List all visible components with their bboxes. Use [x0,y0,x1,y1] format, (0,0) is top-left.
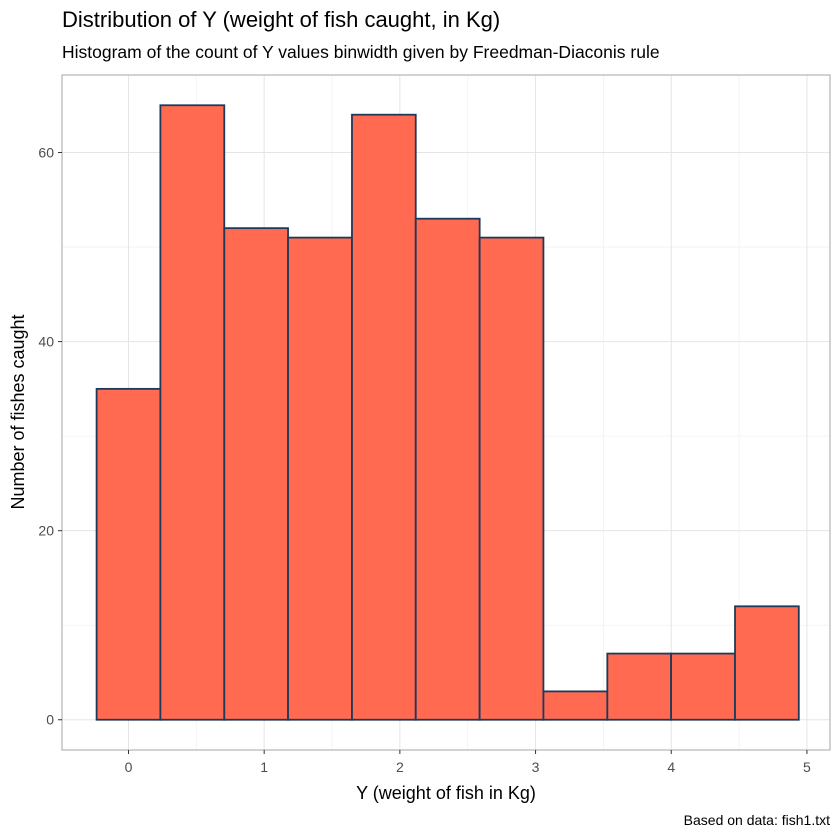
chart-title: Distribution of Y (weight of fish caught… [62,7,500,32]
chart-caption: Based on data: fish1.txt [684,812,830,828]
axis-ticks: 0 1 2 3 4 5 0 20 40 60 [38,145,811,775]
histogram-bar [478,236,545,721]
x-tick-label: 4 [667,759,675,775]
y-tick-label: 20 [38,523,54,539]
x-tick-label: 5 [803,759,811,775]
histogram-bars [95,104,800,721]
histogram-bar [223,227,289,721]
y-tick-label: 0 [46,712,54,728]
histogram-bar [542,690,609,721]
x-tick-label: 0 [125,759,133,775]
x-axis-title: Y (weight of fish in Kg) [356,783,536,803]
histogram-bar [351,113,417,721]
x-tick-label: 2 [396,759,404,775]
histogram-bar [670,652,736,721]
x-tick-label: 1 [260,759,268,775]
histogram-bar [606,652,673,721]
y-tick-label: 60 [38,145,54,161]
chart-subtitle: Histogram of the count of Y values binwi… [62,42,660,62]
plot-panel-border [61,74,831,751]
histogram-bar [159,104,226,721]
histogram-bar [287,236,353,721]
x-tick-label: 3 [532,759,540,775]
y-tick-label: 40 [38,334,54,350]
y-axis-title: Number of fishes caught [8,314,28,509]
histogram-bar [414,217,481,721]
histogram-bar [95,387,162,721]
histogram-bar [734,605,800,721]
